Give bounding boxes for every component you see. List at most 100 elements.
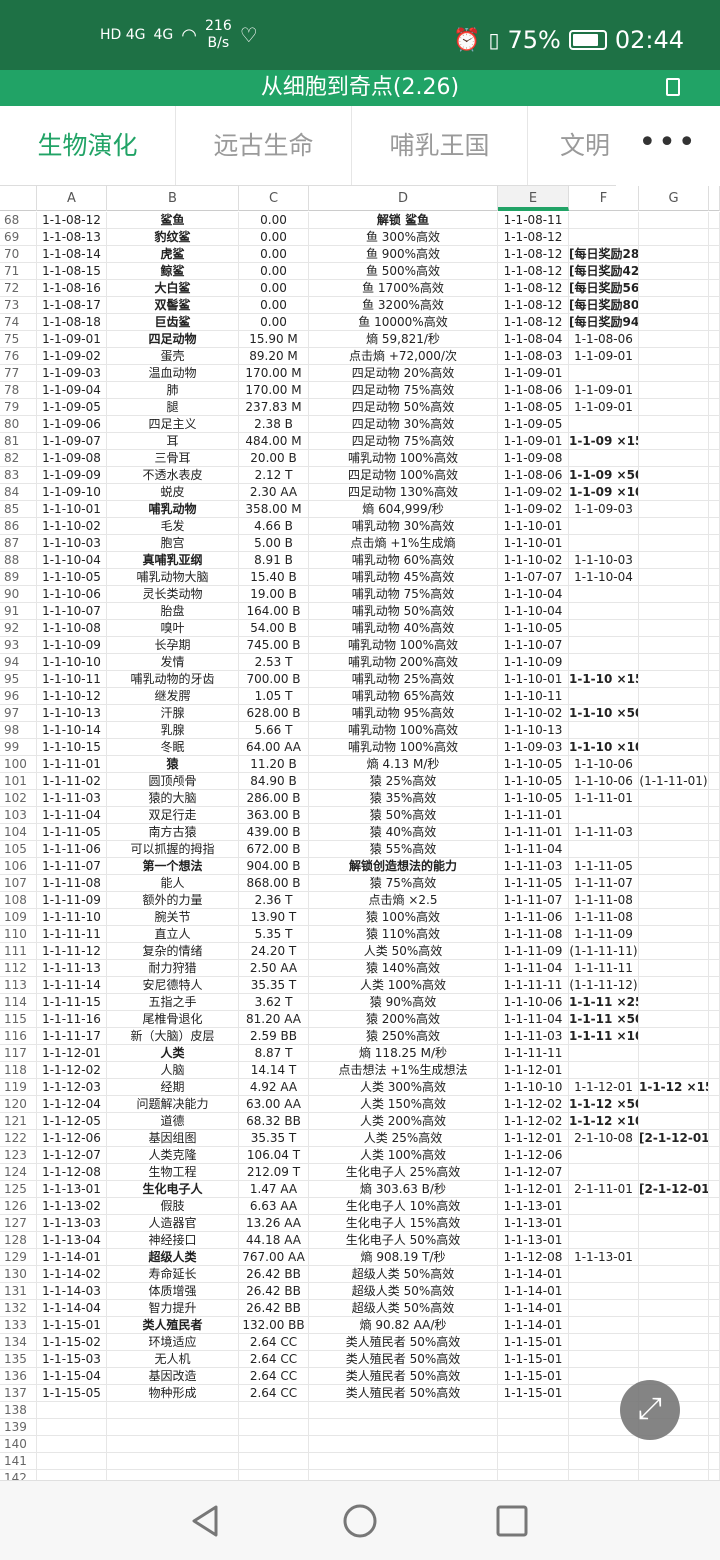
column-header-e[interactable]: E [498, 186, 569, 211]
cell-g[interactable] [639, 637, 709, 654]
cell-c[interactable]: 745.00 B [239, 637, 309, 654]
cell-f[interactable]: 1-1-12 ×100 [569, 1113, 639, 1130]
cell-f[interactable] [569, 212, 639, 229]
cell-a[interactable]: 1-1-11-15 [37, 994, 107, 1011]
cell-a[interactable]: 1-1-12-08 [37, 1164, 107, 1181]
cell-h[interactable] [709, 569, 720, 586]
cell-f[interactable] [569, 450, 639, 467]
cell-b[interactable]: 巨齿鲨 [107, 314, 239, 331]
row-number[interactable]: 130 [0, 1266, 37, 1283]
cell-c[interactable]: 14.14 T [239, 1062, 309, 1079]
cell-d[interactable]: 鱼 900%高效 [309, 246, 498, 263]
cell-a[interactable] [37, 1402, 107, 1419]
cell-c[interactable]: 672.00 B [239, 841, 309, 858]
cell-e[interactable]: 1-1-07-07 [498, 569, 569, 586]
cell-b[interactable]: 圆顶颅骨 [107, 773, 239, 790]
cell-f[interactable] [569, 1232, 639, 1249]
cell-g[interactable] [639, 892, 709, 909]
cell-g[interactable] [639, 552, 709, 569]
cell-a[interactable]: 1-1-13-02 [37, 1198, 107, 1215]
cell-b[interactable]: 直立人 [107, 926, 239, 943]
cell-c[interactable]: 4.66 B [239, 518, 309, 535]
cell-c[interactable]: 628.00 B [239, 705, 309, 722]
cell-f[interactable]: 1-1-11 ×100 [569, 1028, 639, 1045]
cell-e[interactable]: 1-1-09-01 [498, 365, 569, 382]
cell-e[interactable]: 1-1-08-03 [498, 348, 569, 365]
cell-g[interactable] [639, 416, 709, 433]
cell-h[interactable] [709, 943, 720, 960]
cell-g[interactable] [639, 1215, 709, 1232]
cell-a[interactable] [37, 1453, 107, 1470]
cell-d[interactable]: 鱼 1700%高效 [309, 280, 498, 297]
cell-d[interactable]: 猿 50%高效 [309, 807, 498, 824]
row-number[interactable]: 88 [0, 552, 37, 569]
cell-f[interactable] [569, 1147, 639, 1164]
cell-f[interactable] [569, 841, 639, 858]
cell-c[interactable] [239, 1453, 309, 1470]
cell-a[interactable]: 1-1-10-01 [37, 501, 107, 518]
cell-d[interactable]: 鱼 300%高效 [309, 229, 498, 246]
row-number[interactable]: 73 [0, 297, 37, 314]
cell-a[interactable]: 1-1-08-14 [37, 246, 107, 263]
cell-f[interactable]: 1-1-09-01 [569, 348, 639, 365]
cell-e[interactable]: 1-1-10-02 [498, 705, 569, 722]
cell-f[interactable]: 2-1-10-08 [569, 1130, 639, 1147]
cell-c[interactable]: 358.00 M [239, 501, 309, 518]
cell-f[interactable] [569, 654, 639, 671]
cell-d[interactable]: 哺乳动物 40%高效 [309, 620, 498, 637]
cell-a[interactable]: 1-1-11-05 [37, 824, 107, 841]
cell-e[interactable]: 1-1-10-05 [498, 620, 569, 637]
cell-d[interactable]: 猿 55%高效 [309, 841, 498, 858]
cell-d[interactable]: 猿 35%高效 [309, 790, 498, 807]
cell-e[interactable]: 1-1-08-12 [498, 297, 569, 314]
cell-b[interactable] [107, 1470, 239, 1480]
expand-button[interactable]: ⤢ [620, 1380, 680, 1440]
cell-a[interactable]: 1-1-15-03 [37, 1351, 107, 1368]
cell-g[interactable] [639, 382, 709, 399]
cell-d[interactable] [309, 1436, 498, 1453]
cell-d[interactable]: 哺乳动物 100%高效 [309, 739, 498, 756]
cell-g[interactable] [639, 1300, 709, 1317]
cell-d[interactable]: 人类 100%高效 [309, 1147, 498, 1164]
row-number[interactable]: 122 [0, 1130, 37, 1147]
cell-g[interactable] [639, 1249, 709, 1266]
cell-a[interactable]: 1-1-10-10 [37, 654, 107, 671]
cell-c[interactable]: 132.00 BB [239, 1317, 309, 1334]
cell-d[interactable]: 解锁创造想法的能力 [309, 858, 498, 875]
row-number[interactable]: 108 [0, 892, 37, 909]
cell-a[interactable]: 1-1-15-05 [37, 1385, 107, 1402]
cell-d[interactable]: 哺乳动物 95%高效 [309, 705, 498, 722]
cell-b[interactable]: 真哺乳亚纲 [107, 552, 239, 569]
cell-f[interactable]: 1-1-11-11 [569, 960, 639, 977]
cell-c[interactable]: 3.62 T [239, 994, 309, 1011]
cell-a[interactable]: 1-1-08-15 [37, 263, 107, 280]
cell-e[interactable]: 1-1-10-01 [498, 518, 569, 535]
cell-h[interactable] [709, 1147, 720, 1164]
cell-e[interactable]: 1-1-10-06 [498, 994, 569, 1011]
row-number[interactable]: 85 [0, 501, 37, 518]
cell-d[interactable] [309, 1453, 498, 1470]
cell-e[interactable]: 1-1-13-01 [498, 1232, 569, 1249]
row-number[interactable]: 119 [0, 1079, 37, 1096]
cell-f[interactable]: 1-1-09 ×50 [569, 467, 639, 484]
cell-f[interactable]: [每日奖励28] [569, 246, 639, 263]
cell-c[interactable]: 15.90 M [239, 331, 309, 348]
row-number[interactable]: 114 [0, 994, 37, 1011]
cell-g[interactable] [639, 1062, 709, 1079]
cell-d[interactable]: 四足动物 130%高效 [309, 484, 498, 501]
cell-e[interactable]: 1-1-10-07 [498, 637, 569, 654]
cell-f[interactable] [569, 586, 639, 603]
cell-c[interactable]: 2.50 AA [239, 960, 309, 977]
row-number[interactable]: 125 [0, 1181, 37, 1198]
cell-c[interactable]: 2.59 BB [239, 1028, 309, 1045]
cell-g[interactable]: 1-1-12 ×15 [639, 1079, 709, 1096]
cell-a[interactable]: 1-1-11-02 [37, 773, 107, 790]
row-number[interactable]: 107 [0, 875, 37, 892]
cell-g[interactable] [639, 348, 709, 365]
cell-g[interactable] [639, 654, 709, 671]
cell-b[interactable]: 南方古猿 [107, 824, 239, 841]
cell-b[interactable]: 超级人类 [107, 1249, 239, 1266]
cell-g[interactable] [639, 1266, 709, 1283]
cell-c[interactable]: 106.04 T [239, 1147, 309, 1164]
cell-d[interactable]: 点击熵 +72,000/次 [309, 348, 498, 365]
